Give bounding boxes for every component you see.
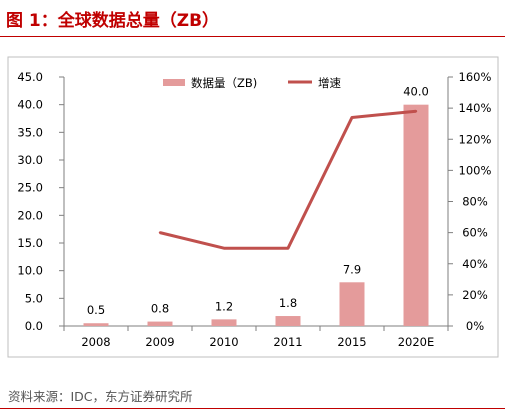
- bar: [147, 321, 173, 326]
- y-left-tick-label: 35.0: [17, 125, 43, 139]
- bars: 0.5 0.8 1.2 1.8 7.9 40.0: [83, 85, 429, 327]
- y-right-tick-label: 140%: [459, 101, 492, 115]
- figure-title: 图 1：全球数据总量（ZB）: [6, 11, 220, 31]
- title-divider: [0, 36, 505, 37]
- growth-line-layer: [158, 109, 418, 250]
- growth-line: [159, 109, 417, 250]
- source-note: 资料来源：IDC，东方证券研究所: [8, 389, 193, 404]
- growth-point: [350, 116, 354, 119]
- x-tick-label: 2011: [273, 335, 302, 349]
- bar-value-label: 0.8: [151, 302, 169, 316]
- legend-bar-swatch: [163, 79, 185, 86]
- y-right-tick-label: 160%: [459, 70, 492, 84]
- x-tick-label: 2010: [209, 335, 238, 349]
- bar-value-label: 1.8: [279, 296, 297, 310]
- growth-point: [222, 246, 226, 250]
- y-right-tick-label: 40%: [462, 257, 488, 271]
- legend: 数据量（ZB) 增速: [163, 76, 341, 90]
- x-tick-label: 2009: [145, 335, 174, 349]
- y-left-tick-label: 15.0: [17, 236, 43, 250]
- growth-point: [158, 231, 162, 234]
- bottom-divider: [0, 408, 505, 409]
- x-tick-label: 2015: [337, 335, 366, 349]
- y-right-tick-label: 100%: [459, 163, 492, 177]
- chart-frame: [7, 56, 499, 358]
- y-left-tick-label: 0.0: [25, 319, 43, 333]
- bar: [211, 319, 237, 326]
- y-left-tick-label: 45.0: [17, 70, 43, 84]
- y-right-tick-label: 120%: [459, 132, 492, 146]
- y-left-tick-label: 30.0: [17, 153, 43, 167]
- axes: 0.0 5.0 10.0 15.0 20.0 25.0 30.0 35.0 40.0 45.0 0%…: [17, 70, 491, 349]
- chart: 0.0 5.0 10.0 15.0 20.0 25.0 30.0 35.0 40.0 45.0 0%…: [7, 56, 499, 358]
- bar-value-label: 0.5: [87, 303, 105, 317]
- y-right-tick-label: 0%: [466, 319, 484, 333]
- y-left-tick-label: 20.0: [17, 208, 43, 222]
- bar: [339, 282, 365, 326]
- x-tick-label: 2020E: [398, 335, 435, 349]
- bar-value-label: 7.9: [343, 262, 361, 276]
- legend-bar-label: 数据量（ZB): [191, 76, 257, 90]
- y-left-tick-label: 10.0: [17, 264, 43, 278]
- y-right-tick-label: 20%: [462, 288, 488, 302]
- bar-value-label: 1.2: [215, 299, 233, 313]
- y-left-tick-label: 25.0: [17, 181, 43, 195]
- bar: [403, 104, 429, 327]
- bar: [275, 316, 301, 326]
- bar-value-label: 40.0: [403, 85, 429, 99]
- x-tick-label: 2008: [81, 335, 110, 349]
- y-left-tick-label: 5.0: [25, 291, 43, 305]
- y-right-tick-label: 80%: [462, 195, 488, 209]
- legend-line-label: 增速: [318, 76, 341, 90]
- growth-point: [286, 246, 290, 250]
- y-right-tick-label: 60%: [462, 226, 488, 240]
- bar: [83, 323, 109, 326]
- y-left-tick-label: 40.0: [17, 98, 43, 112]
- growth-point: [414, 110, 418, 113]
